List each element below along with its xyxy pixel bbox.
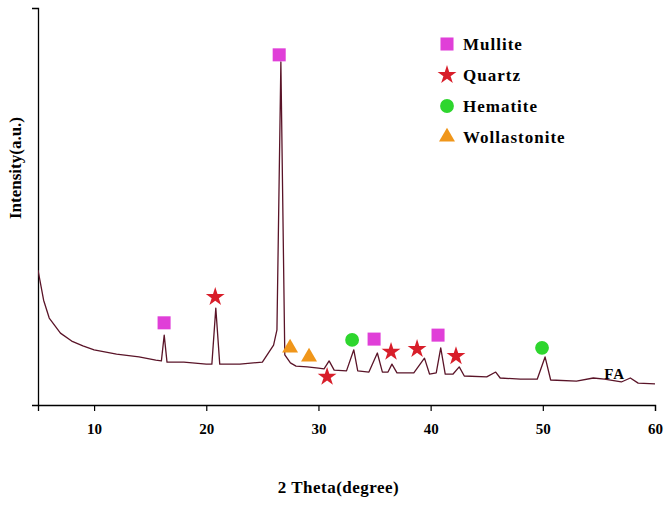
legend-marker <box>438 65 457 83</box>
x-tick: 30 <box>311 405 326 437</box>
peak-marker <box>158 316 171 329</box>
peak-marker <box>368 333 381 346</box>
x-axis-line <box>39 406 656 412</box>
legend-label: Quartz <box>463 66 521 85</box>
x-tick: 50 <box>536 405 551 437</box>
x-tick-label: 10 <box>87 421 102 437</box>
peak-marker <box>408 339 427 357</box>
x-axis-title: 2 Theta(degree) <box>278 478 400 497</box>
peak-marker <box>432 329 445 342</box>
peak-marker <box>206 287 225 305</box>
legend-label: Wollastonite <box>463 128 566 147</box>
x-tick-label: 40 <box>424 421 439 437</box>
peak-marker <box>301 348 317 362</box>
x-tick-mark <box>206 405 207 411</box>
x-tick: 10 <box>87 405 102 437</box>
x-tick-mark <box>655 405 656 411</box>
x-axis: 10 20 30 40 50 60 <box>39 405 664 437</box>
peak-marker <box>535 341 549 355</box>
x-tick-mark <box>431 405 432 411</box>
legend-marker <box>439 128 455 142</box>
y-axis <box>32 9 39 406</box>
annotation: FA <box>604 366 625 382</box>
x-tick: 40 <box>424 405 439 437</box>
peak-marker <box>447 346 466 364</box>
x-tick-label: 20 <box>199 421 214 437</box>
y-axis-line <box>32 9 39 406</box>
pattern-line <box>38 62 655 384</box>
x-tick-label: 50 <box>536 421 551 437</box>
legend-marker <box>440 99 454 113</box>
x-tick-mark <box>94 405 95 411</box>
x-tick-label: 30 <box>311 421 326 437</box>
plot-area <box>38 48 655 384</box>
x-tick: 60 <box>648 405 663 437</box>
chart: 10 20 30 40 50 60 2 Theta(degree) Intensity(a.u… <box>0 0 672 507</box>
peak-marker <box>382 342 401 360</box>
x-tick-label: 60 <box>648 421 663 437</box>
x-tick: 20 <box>199 405 214 437</box>
legend-marker <box>440 37 453 50</box>
peak-marker <box>273 48 286 61</box>
peak-marker <box>282 339 298 353</box>
legend: Mullite Quartz Hematite Wollastonite <box>438 35 566 147</box>
peak-marker <box>345 333 359 347</box>
y-axis-title: Intensity(a.u.) <box>6 117 25 219</box>
peak-marker <box>318 367 337 385</box>
x-tick-mark <box>543 405 544 411</box>
x-tick-mark <box>318 405 319 411</box>
legend-label: Mullite <box>463 35 523 54</box>
legend-label: Hematite <box>463 97 538 116</box>
